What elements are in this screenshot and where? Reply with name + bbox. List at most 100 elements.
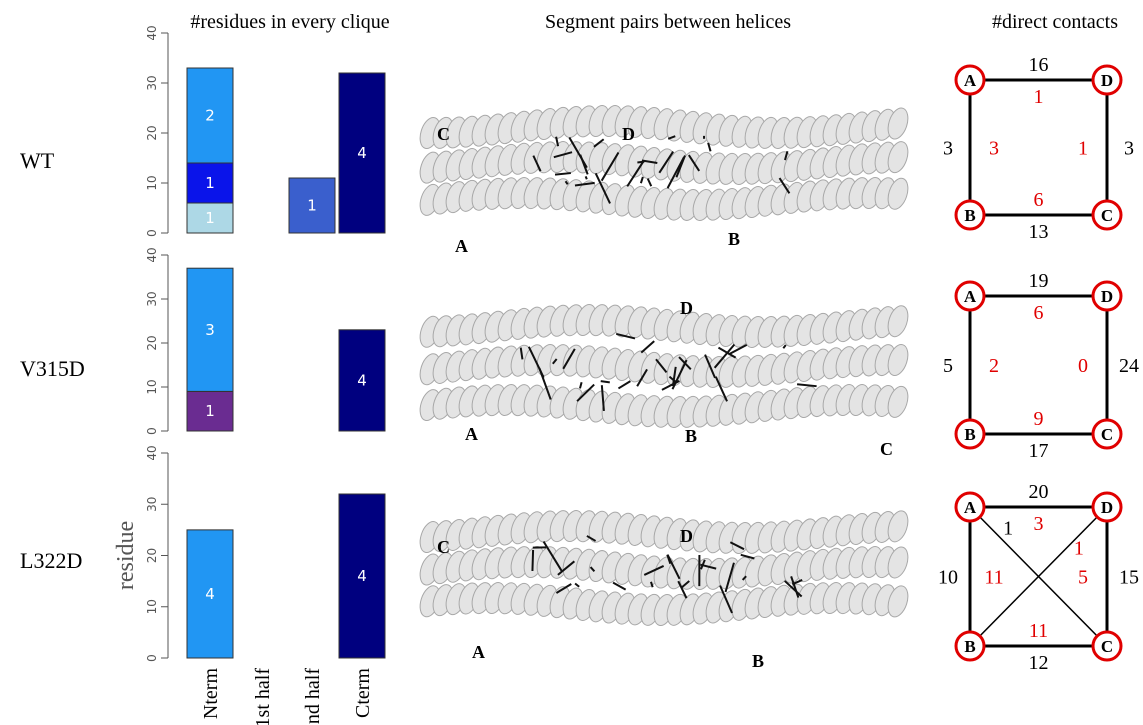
contact-line — [727, 343, 748, 356]
contact-line — [532, 155, 542, 172]
contact-line — [650, 581, 654, 588]
contact-line — [707, 142, 712, 152]
contact-line — [600, 385, 605, 412]
direct-count: 1 — [1074, 538, 1084, 560]
bar-segment — [338, 329, 386, 432]
panel-title: #residues in every clique — [190, 11, 389, 33]
segment-label: 1 — [205, 174, 215, 192]
node — [954, 199, 986, 231]
node — [1091, 491, 1123, 523]
contact-line — [741, 575, 747, 581]
contact-line — [782, 344, 787, 349]
contact-count: 13 — [1029, 221, 1049, 243]
contact-line — [600, 151, 620, 182]
contact-count: 16 — [1029, 54, 1049, 76]
node-label: D — [1101, 71, 1113, 90]
y-tick-label: 0 — [145, 229, 159, 237]
bar-segment — [288, 177, 336, 234]
contact-line — [576, 383, 595, 402]
contact-line — [554, 172, 571, 176]
y-tick-label: 40 — [145, 25, 159, 40]
y-tick-label: 30 — [145, 291, 159, 306]
contact-line — [531, 549, 535, 572]
contact-line — [658, 150, 675, 174]
contact-line — [612, 581, 627, 591]
contact-line — [790, 576, 800, 598]
contact-line — [555, 136, 560, 147]
contact-line — [714, 376, 728, 402]
contact-line — [640, 340, 655, 354]
contact-line — [643, 565, 665, 576]
helix-label: A — [472, 642, 485, 662]
segment-label: 1 — [307, 197, 317, 215]
segment-label: 4 — [357, 144, 367, 162]
segment-label: 4 — [357, 371, 367, 389]
x-tick-label: Nterm — [200, 668, 222, 720]
node-label: A — [964, 71, 977, 90]
node — [954, 280, 986, 312]
helix-turn — [887, 585, 909, 618]
x-tick-label: 2nd half — [302, 668, 324, 725]
bar-segment — [338, 493, 386, 659]
contact-line — [578, 382, 583, 389]
node-label: B — [964, 637, 975, 656]
y-tick-label: 40 — [145, 445, 159, 460]
bar-segment — [186, 202, 234, 234]
helix-turn — [887, 141, 909, 174]
y-tick-label: 10 — [145, 175, 159, 190]
helix-label: C — [437, 537, 450, 557]
helix-labels: C D A B D A B C C D A B — [437, 124, 893, 671]
direct-count: 9 — [1034, 408, 1044, 430]
segment-label: 3 — [205, 321, 215, 339]
contact-count: 5 — [943, 355, 953, 377]
contact-line — [639, 176, 644, 184]
contact-count: 20 — [1029, 481, 1049, 503]
contact-line — [778, 177, 791, 194]
y-tick-label: 10 — [145, 599, 159, 614]
contact-count: 15 — [1119, 567, 1139, 589]
contact-count: 12 — [1029, 652, 1049, 674]
helix-label: D — [680, 298, 693, 318]
contact-line — [666, 554, 672, 565]
bar-segment — [186, 162, 234, 204]
contact-count: 3 — [943, 138, 953, 160]
contact-line — [636, 368, 648, 387]
contact-line — [553, 151, 573, 159]
helix-label: B — [728, 229, 740, 249]
row-label: WT — [20, 148, 55, 173]
direct-count: 11 — [1029, 620, 1048, 642]
y-tick-label: 10 — [145, 379, 159, 394]
helix-label: D — [680, 526, 693, 546]
segment-label: 4 — [357, 567, 367, 585]
helix-label: D — [622, 124, 635, 144]
node — [1091, 199, 1123, 231]
y-tick-label: 30 — [145, 497, 159, 512]
contact-line — [579, 154, 589, 175]
contact-count: 10 — [938, 567, 958, 589]
segment-label: 4 — [205, 585, 215, 603]
node — [1091, 630, 1123, 662]
direct-count: 6 — [1034, 189, 1044, 211]
contact-count: 1 — [1003, 518, 1013, 540]
contact-line — [584, 175, 588, 180]
contact-line — [646, 178, 653, 187]
y-tick-label: 20 — [145, 548, 159, 563]
panel-title: Segment pairs between helices — [545, 11, 791, 33]
contact-line — [671, 359, 688, 390]
node — [954, 630, 986, 662]
contact-line — [593, 138, 605, 148]
direct-count: 11 — [984, 567, 1003, 589]
contact-line — [574, 181, 595, 187]
node-label: C — [1101, 206, 1113, 225]
helix-label: A — [455, 236, 468, 256]
bar-segment — [338, 72, 386, 234]
contact-line — [538, 367, 552, 400]
helix-label: C — [437, 124, 450, 144]
contact-line — [616, 332, 636, 340]
bar-segment — [186, 267, 234, 392]
contact-line — [562, 348, 576, 370]
helix-turn — [887, 305, 909, 338]
helix-turn — [887, 177, 909, 210]
contact-line — [574, 582, 580, 588]
